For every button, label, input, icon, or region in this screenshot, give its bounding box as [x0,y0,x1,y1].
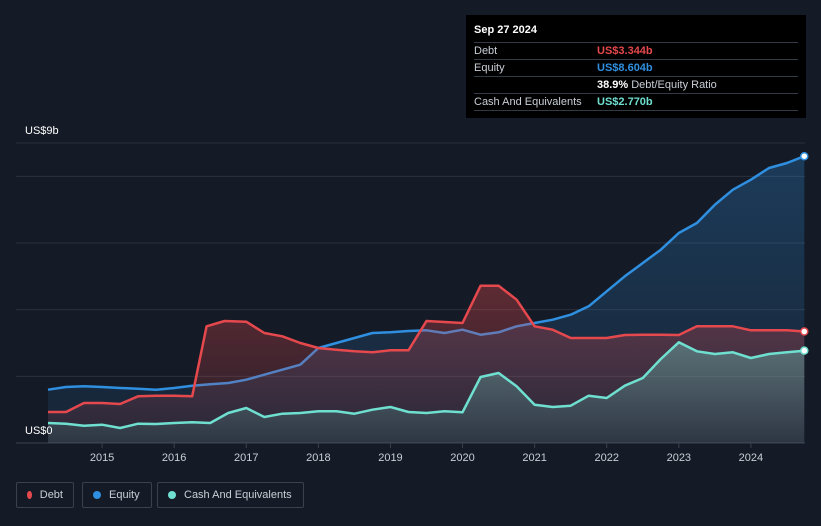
tooltip-value: US$2.770b [597,96,653,108]
series-layer [47,155,805,443]
tooltip-date: Sep 27 2024 [474,24,537,36]
series-end-marker [800,346,809,355]
x-tick-label: 2020 [450,452,474,464]
x-tick-label: 2024 [739,452,763,464]
tooltip-value: US$8.604b [597,62,653,74]
y-axis-top-label: US$9b [25,125,59,137]
x-tick-label: 2017 [234,452,258,464]
series-end-marker [800,327,809,336]
legend-item-cash[interactable]: Cash And Equivalents [157,482,304,508]
legend-item-equity[interactable]: Equity [82,482,152,508]
data-tooltip: Sep 27 2024 Debt US$3.344b Equity US$8.6… [466,15,806,118]
legend-label: Equity [109,489,140,501]
tooltip-row-cash: Cash And Equivalents US$2.770b [474,93,798,111]
tooltip-row-ratio: 38.9% Debt/Equity Ratio [474,76,798,93]
debt-line [48,284,805,414]
equity-dot-icon [93,491,101,499]
legend-label: Cash And Equivalents [184,489,292,501]
tooltip-label: Debt [474,45,498,57]
cash-dot-icon [168,491,176,499]
cash-and-equivalents-line [47,341,805,430]
tooltip-ratio-caption: Debt/Equity Ratio [631,79,717,91]
x-tick-label: 2015 [90,452,114,464]
legend-label: Debt [39,489,63,501]
x-tick-label: 2019 [378,452,402,464]
x-tick-label: 2016 [162,452,186,464]
debt-dot-icon [27,491,32,499]
cash-and-equivalents-area [48,342,805,443]
end-markers [800,151,809,355]
tooltip-label: Equity [474,62,505,74]
legend-item-debt[interactable]: Debt [16,482,74,508]
x-tick-label: 2018 [306,452,330,464]
y-axis-bottom-label: US$0 [25,425,53,437]
tooltip-row-equity: Equity US$8.604b [474,59,798,76]
tooltip-value: 38.9% [597,79,629,91]
x-tick-label: 2023 [667,452,691,464]
x-tick-label: 2021 [522,452,546,464]
tooltip-row-debt: Debt US$3.344b [474,42,798,59]
x-tick-label: 2022 [594,452,618,464]
series-end-marker [800,151,809,161]
tooltip-value: US$3.344b [597,45,653,57]
tooltip-label: Cash And Equivalents [474,96,582,108]
x-axis-ticks: 2015 2016 2017 2018 2019 2020 2021 2022 2023 2024 [90,443,763,464]
